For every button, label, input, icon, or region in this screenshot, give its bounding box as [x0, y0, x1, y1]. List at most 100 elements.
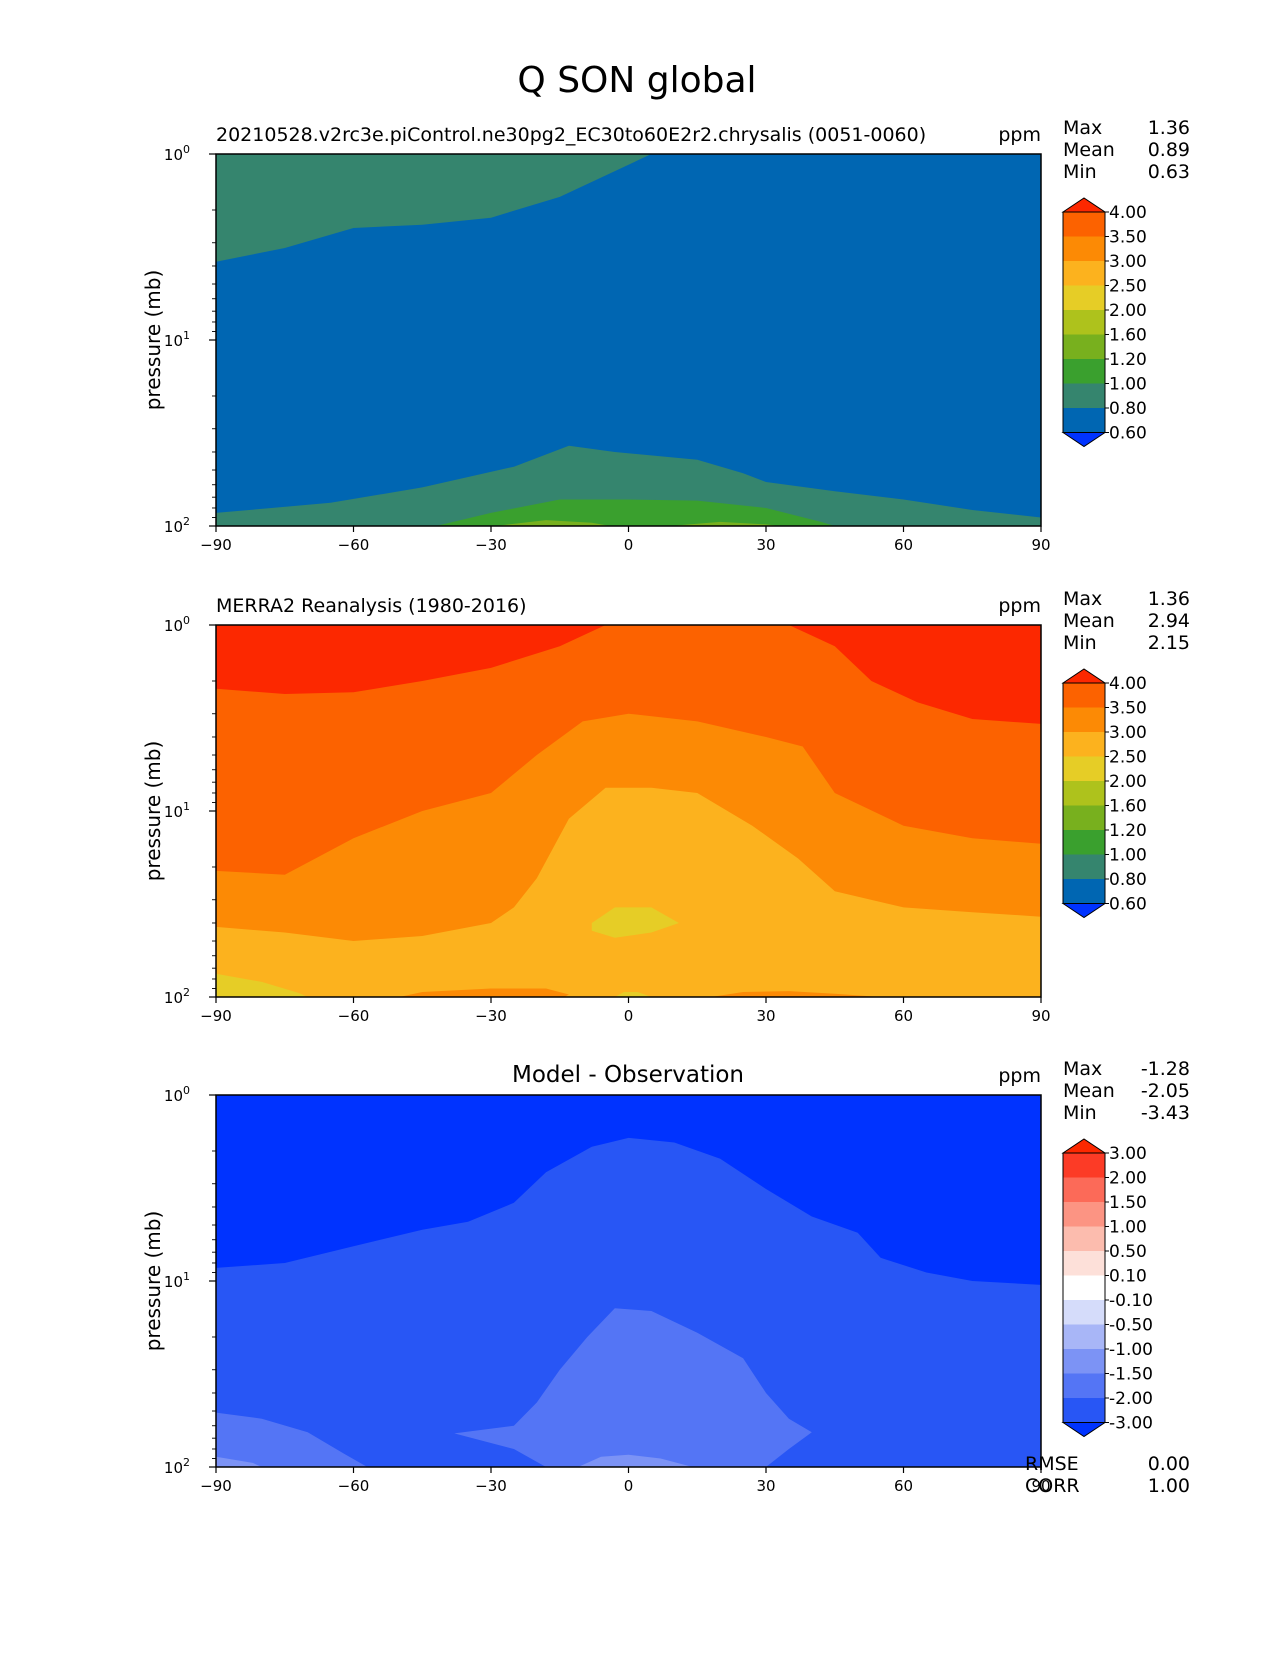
x-tick-label: −90 [200, 536, 232, 554]
stat-value: 2.94 [1148, 610, 1190, 632]
observation-contour-region [614, 992, 652, 997]
x-tick-label: 60 [894, 536, 913, 554]
colorbar-segment [1063, 732, 1105, 757]
stat-label: Mean [1063, 139, 1115, 161]
colorbar-tick-label: 0.10 [1109, 1267, 1147, 1287]
colorbar-extend-min [1061, 903, 1107, 919]
x-tick-label: −60 [338, 1007, 370, 1025]
colorbar-tick-label: 1.00 [1109, 846, 1147, 866]
observation-subtitle: MERRA2 Reanalysis (1980-2016) [216, 595, 527, 617]
y-tick-label: 101 [164, 1270, 190, 1291]
x-tick-label: −30 [475, 1477, 507, 1495]
difference-ylabel: pressure (mb) [141, 1211, 165, 1352]
colorbar-segment [1063, 854, 1105, 880]
colorbar-segment [1063, 1177, 1105, 1203]
colorbar-segment [1063, 408, 1105, 433]
difference-contour-region [216, 1412, 368, 1467]
model-contour-region [436, 499, 835, 526]
observation-y-axis: 100 101 102 [164, 614, 216, 1007]
x-tick-label: 90 [1031, 1007, 1050, 1025]
colorbar-segment [1063, 830, 1105, 855]
colorbar-segment [1063, 1373, 1105, 1399]
y-tick-label: 102 [164, 515, 190, 536]
observation-x-axis: −90 −60 −30 0 30 60 90 [200, 997, 1051, 1025]
y-tick-label: 102 [164, 986, 190, 1007]
stat-value: 1.36 [1148, 588, 1190, 610]
stat-label: Max [1063, 117, 1102, 139]
colorbar-tick-label: 1.00 [1109, 1218, 1147, 1238]
colorbar-segment [1063, 1300, 1105, 1325]
colorbar-segment [1063, 285, 1105, 311]
difference-contour-region [216, 1456, 262, 1467]
colorbar-extend-min [1061, 1422, 1107, 1438]
colorbar-tick-label: 4.00 [1109, 203, 1147, 223]
colorbar-tick-label: 1.50 [1109, 1193, 1147, 1213]
model-y-axis: 100 101 102 [164, 143, 216, 536]
difference-contour-fill [216, 1095, 1041, 1467]
x-tick-label: −60 [338, 536, 370, 554]
observation-contour-region [216, 787, 1041, 997]
colorbar-tick-label: 3.00 [1109, 252, 1147, 272]
x-tick-label: 30 [756, 536, 775, 554]
x-tick-label: 0 [624, 536, 634, 554]
observation-contour-region [216, 973, 308, 997]
colorbar-tick-label: 1.20 [1109, 821, 1147, 841]
colorbar-tick-label: 2.00 [1109, 1169, 1147, 1189]
difference-extra-stats: RMSE 0.00 CORR 1.00 [1025, 1453, 1190, 1497]
stat-value: 0.89 [1148, 139, 1190, 161]
observation-colorbar: 4.00 3.50 3.00 2.50 2.00 1.60 1.20 1.00 0.80 0.60 [1061, 668, 1147, 919]
colorbar-segment [1063, 879, 1105, 904]
panel-model: 20210528.v2rc3e.piControl.ne30pg2_EC30to… [141, 117, 1190, 554]
x-tick-label: 30 [756, 1477, 775, 1495]
colorbar-segment [1063, 1275, 1105, 1301]
stat-label: Mean [1063, 1080, 1115, 1102]
extra-stat-label: CORR [1025, 1475, 1080, 1497]
colorbar-segment [1063, 805, 1105, 831]
y-tick-label: 101 [164, 800, 190, 821]
x-tick-label: 0 [624, 1007, 634, 1025]
colorbar-tick-label: 1.60 [1109, 326, 1147, 346]
panel-difference: Model - Observation ppm pressure (mb) −9… [141, 1058, 1190, 1497]
colorbar-segment [1063, 310, 1105, 335]
colorbar-tick-label: -1.00 [1109, 1340, 1153, 1360]
colorbar-segment [1063, 359, 1105, 384]
extra-stat-label: RMSE [1025, 1453, 1079, 1475]
colorbar-segment [1063, 1202, 1105, 1227]
colorbar-tick-label: 1.20 [1109, 350, 1147, 370]
observation-contour-region [711, 991, 881, 997]
colorbar-tick-label: 1.00 [1109, 375, 1147, 395]
colorbar-segment [1063, 707, 1105, 733]
colorbar-segment [1063, 1398, 1105, 1423]
model-contour-region [669, 521, 780, 526]
colorbar-segment [1063, 212, 1105, 237]
colorbar-segment [1063, 383, 1105, 409]
colorbar-segment [1063, 1324, 1105, 1350]
colorbar-segment [1063, 756, 1105, 782]
x-tick-label: 30 [756, 1007, 775, 1025]
colorbar-segment [1063, 781, 1105, 806]
colorbar-tick-label: 0.80 [1109, 399, 1147, 419]
stat-label: Min [1063, 632, 1097, 654]
colorbar-extend-max [1061, 1138, 1107, 1154]
colorbar-outline [1062, 682, 1106, 904]
colorbar-tick-label: 2.50 [1109, 277, 1147, 297]
colorbar-extend-min [1061, 432, 1107, 448]
stat-label: Min [1063, 1102, 1097, 1124]
colorbar-tick-label: 3.50 [1109, 699, 1147, 719]
extra-stat-value: 1.00 [1148, 1475, 1190, 1497]
difference-colorbar: 3.00 2.00 1.50 1.00 0.50 0.10 -0.10 -0.50 -1.00 -… [1061, 1138, 1153, 1438]
x-tick-label: −30 [475, 536, 507, 554]
colorbar-extend-max [1061, 668, 1107, 684]
colorbar-segment [1063, 1153, 1105, 1178]
stat-value: 2.15 [1148, 632, 1190, 654]
observation-contour-fill [216, 625, 1041, 997]
difference-x-axis: −90 −60 −30 0 30 60 90 [200, 1467, 1051, 1495]
observation-stats: Max 1.36 Mean 2.94 Min 2.15 [1063, 588, 1190, 654]
colorbar-outline [1062, 211, 1106, 433]
model-subtitle: 20210528.v2rc3e.piControl.ne30pg2_EC30to… [216, 124, 926, 146]
stat-label: Min [1063, 161, 1097, 183]
stat-value: 0.63 [1148, 161, 1190, 183]
colorbar-tick-label: 0.80 [1109, 870, 1147, 890]
model-stats: Max 1.36 Mean 0.89 Min 0.63 [1063, 117, 1190, 183]
